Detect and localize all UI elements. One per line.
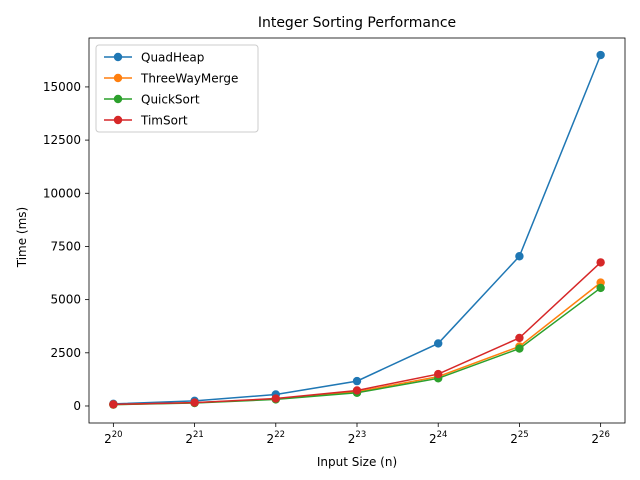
x-tick-label: 226 <box>591 430 609 446</box>
x-tick-base: 2 <box>267 432 275 446</box>
x-tick-base: 2 <box>348 432 356 446</box>
data-point <box>515 344 524 353</box>
legend-label: TimSort <box>140 114 188 128</box>
x-tick-label: 225 <box>510 430 528 446</box>
data-point <box>596 50 605 60</box>
legend-marker <box>113 52 123 62</box>
y-tick-label: 2500 <box>50 346 81 360</box>
x-tick-label: 221 <box>185 430 203 446</box>
y-tick-label: 15000 <box>43 80 81 94</box>
data-point <box>190 398 199 407</box>
data-point <box>352 386 362 395</box>
x-tick-exponent: 26 <box>599 430 610 440</box>
data-point <box>434 339 443 348</box>
legend-box <box>95 44 259 133</box>
data-point <box>596 258 605 267</box>
x-tick-exponent: 22 <box>274 430 285 440</box>
y-tick-label: 0 <box>73 399 81 413</box>
legend-marker <box>113 94 123 104</box>
legend-label: QuickSort <box>141 93 200 107</box>
x-tick-base: 2 <box>104 432 112 446</box>
legend-marker <box>113 115 123 125</box>
x-axis-label: Input Size (n) <box>317 455 397 469</box>
y-tick-label: 10000 <box>43 186 81 200</box>
x-tick-exponent: 20 <box>112 430 123 440</box>
x-tick-base: 2 <box>510 432 518 446</box>
y-tick-label: 12500 <box>43 133 81 147</box>
legend-label: QuadHeap <box>141 51 204 65</box>
x-tick-exponent: 21 <box>193 430 204 440</box>
data-point <box>515 333 524 343</box>
x-tick-label: 224 <box>429 430 447 446</box>
x-tick-label: 220 <box>104 430 122 446</box>
data-point <box>109 400 118 409</box>
legend: QuadHeap ThreeWayMerge QuickSort TimSort <box>95 44 259 133</box>
x-tick-base: 2 <box>591 432 599 446</box>
x-tick-base: 2 <box>429 432 437 446</box>
y-axis-label: Time (ms) <box>15 207 29 269</box>
y-tick-label: 7500 <box>50 239 81 253</box>
chart-title: Integer Sorting Performance <box>258 15 456 31</box>
x-tick-exponent: 23 <box>355 430 366 440</box>
x-tick-exponent: 25 <box>518 430 529 440</box>
legend-marker <box>113 73 123 83</box>
data-point <box>596 283 605 293</box>
x-tick-base: 2 <box>185 432 193 446</box>
x-tick-exponent: 24 <box>437 430 448 440</box>
legend-label: ThreeWayMerge <box>140 72 238 86</box>
data-point <box>271 394 280 403</box>
data-point <box>434 369 443 379</box>
x-tick-label: 223 <box>348 430 366 446</box>
x-tick-label: 222 <box>267 430 285 446</box>
y-tick-label: 5000 <box>50 293 81 307</box>
data-point <box>352 376 362 386</box>
plot-area: 220 221 222 223 224 225 2260250050007500100001… <box>43 37 626 446</box>
data-point <box>515 252 524 261</box>
plot-frame <box>88 37 626 424</box>
